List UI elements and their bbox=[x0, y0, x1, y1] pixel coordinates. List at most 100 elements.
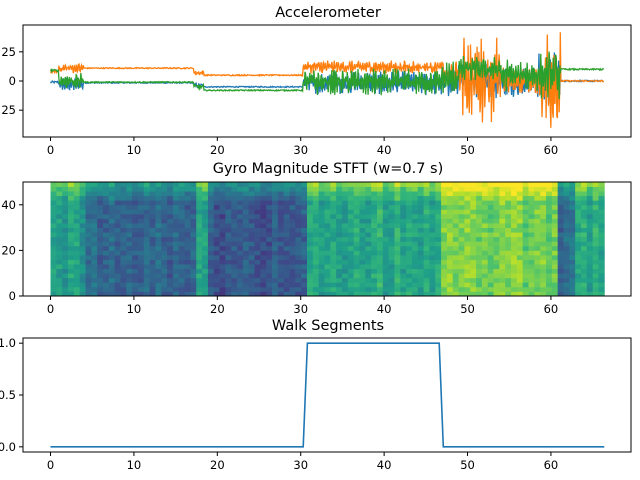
stft-cell bbox=[487, 218, 494, 224]
stft-cell bbox=[248, 282, 255, 288]
stft-cell bbox=[406, 218, 413, 224]
stft-cell bbox=[592, 264, 599, 270]
stft-cell bbox=[266, 254, 273, 260]
stft-cell bbox=[137, 259, 145, 265]
stft-cell bbox=[56, 245, 63, 251]
stft-cell bbox=[73, 223, 81, 228]
stft-cell bbox=[202, 232, 209, 238]
stft-cell bbox=[423, 268, 430, 274]
stft-cell bbox=[382, 254, 390, 260]
stft-cell bbox=[522, 273, 529, 279]
stft-cell bbox=[470, 195, 477, 201]
stft-cell bbox=[435, 241, 442, 247]
stft-cell bbox=[202, 273, 209, 279]
stft-cell bbox=[283, 245, 290, 251]
stft-cell bbox=[190, 223, 197, 228]
stft-cell bbox=[446, 245, 454, 251]
stft-cell bbox=[540, 273, 547, 279]
stft-cell bbox=[417, 277, 424, 283]
stft-cell bbox=[411, 277, 419, 283]
stft-cell bbox=[423, 236, 430, 242]
stft-cell bbox=[289, 245, 296, 251]
stft-cell bbox=[85, 232, 92, 238]
stft-cell bbox=[132, 223, 139, 228]
stft-cell bbox=[569, 236, 576, 242]
stft-cell bbox=[178, 254, 185, 260]
stft-cell bbox=[371, 277, 378, 283]
stft-cell bbox=[580, 277, 588, 283]
stft-cell bbox=[592, 291, 599, 297]
stft-cell bbox=[487, 264, 494, 270]
stft-cell bbox=[423, 223, 430, 228]
stft-cell bbox=[213, 227, 220, 233]
stft-cell bbox=[417, 264, 424, 270]
stft-cell bbox=[481, 264, 489, 270]
stft-cell bbox=[272, 268, 279, 274]
stft-cell bbox=[289, 282, 296, 288]
stft-cell bbox=[452, 191, 459, 197]
stft-cell bbox=[172, 213, 180, 219]
stft-cell bbox=[56, 182, 63, 187]
stft-cell bbox=[505, 200, 512, 206]
stft-cell bbox=[172, 223, 180, 228]
stft-cell bbox=[330, 213, 337, 219]
stft-cell bbox=[97, 291, 104, 297]
stft-cell bbox=[522, 241, 529, 247]
stft-cell bbox=[371, 186, 378, 192]
stft-cell bbox=[184, 250, 191, 256]
stft-cell bbox=[91, 236, 98, 242]
stft-cell bbox=[85, 182, 92, 187]
stft-cell bbox=[149, 291, 156, 297]
stft-cell bbox=[73, 204, 81, 210]
y-tick-label: 0 bbox=[9, 74, 16, 88]
stft-cell bbox=[266, 241, 273, 247]
stft-cell bbox=[149, 264, 156, 270]
stft-cell bbox=[429, 273, 436, 279]
stft-cell bbox=[295, 209, 302, 215]
stft-cell bbox=[353, 259, 360, 265]
stft-cell bbox=[260, 241, 267, 247]
stft-cell bbox=[499, 191, 506, 197]
stft-cell bbox=[155, 291, 162, 297]
stft-cell bbox=[499, 213, 506, 219]
stft-cell bbox=[85, 259, 92, 265]
stft-cell bbox=[295, 227, 302, 233]
stft-cell bbox=[359, 191, 366, 197]
stft-cell bbox=[400, 191, 407, 197]
stft-cell bbox=[102, 227, 110, 233]
stft-cell bbox=[476, 273, 483, 279]
stft-cell bbox=[126, 186, 133, 192]
stft-cell bbox=[190, 227, 197, 233]
stft-cell bbox=[155, 209, 162, 215]
stft-cell bbox=[248, 268, 255, 274]
stft-cell bbox=[429, 291, 436, 297]
stft-cell bbox=[277, 223, 285, 228]
stft-cell bbox=[446, 250, 454, 256]
stft-cell bbox=[225, 273, 232, 279]
stft-cell bbox=[318, 195, 325, 201]
stft-cell bbox=[499, 241, 506, 247]
stft-cell bbox=[388, 273, 395, 279]
stft-cell bbox=[283, 277, 290, 283]
stft-cell bbox=[382, 268, 390, 274]
stft-cell bbox=[382, 291, 390, 297]
stft-cell bbox=[563, 250, 570, 256]
stft-cell bbox=[266, 186, 273, 192]
stft-cell bbox=[376, 282, 384, 288]
stft-cell bbox=[126, 250, 133, 256]
stft-cell bbox=[493, 223, 500, 228]
stft-cell bbox=[137, 204, 145, 210]
stft-cell bbox=[417, 254, 424, 260]
stft-cell bbox=[50, 213, 57, 219]
stft-cell bbox=[295, 250, 302, 256]
stft-cell bbox=[161, 268, 168, 274]
stft-cell bbox=[225, 241, 232, 247]
stft-cell bbox=[242, 250, 250, 256]
stft-cell bbox=[464, 250, 471, 256]
stft-cell bbox=[108, 213, 116, 219]
stft-cell bbox=[202, 223, 209, 228]
stft-cell bbox=[79, 273, 86, 279]
stft-cell bbox=[178, 245, 185, 251]
y-tick-label: 40 bbox=[1, 198, 16, 212]
stft-cell bbox=[272, 204, 279, 210]
